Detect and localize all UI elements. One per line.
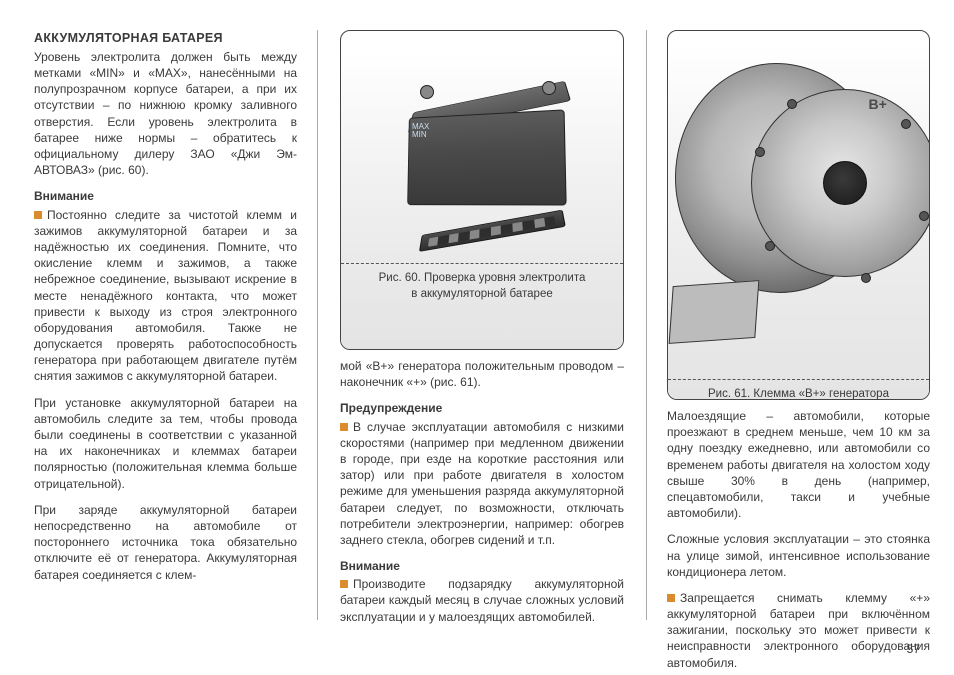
body-text: Постоянно следите за чистотой клемм и за… xyxy=(34,207,297,385)
attention-heading: Внимание xyxy=(34,188,297,204)
figure-separator xyxy=(341,263,623,268)
warning-heading: Предупреждение xyxy=(340,400,624,416)
bplus-label: B+ xyxy=(869,95,887,114)
body-text: При заряде аккумуляторной батареи непоср… xyxy=(34,502,297,583)
page-number: 57 xyxy=(907,641,920,657)
body-span: В случае эксплуатации автомобиля с низки… xyxy=(340,420,624,547)
bullet-icon xyxy=(340,577,353,591)
figure-60-illustration: MAX MIN Рис. 60. Проверка уровня электро… xyxy=(341,53,623,349)
body-text: При установке аккумуляторной батареи на … xyxy=(34,395,297,492)
bullet-icon xyxy=(340,420,353,434)
alternator-drawing: B+ xyxy=(669,43,929,373)
bullet-icon xyxy=(34,208,47,222)
column-3: B+ Рис. 61. Клемма «В+» генератора Малое… xyxy=(646,30,930,620)
fuse-block xyxy=(419,210,566,252)
body-text: В случае эксплуатации автомобиля с низки… xyxy=(340,419,624,549)
battery-level-labels: MAX MIN xyxy=(412,123,429,139)
body-text: Производите подзарядку аккумуляторной ба… xyxy=(340,576,624,625)
bullet-icon xyxy=(667,591,680,605)
attention-heading: Внимание xyxy=(340,558,624,574)
column-1: АККУМУЛЯТОРНАЯ БАТАРЕЯ Уровень электроли… xyxy=(34,30,318,620)
body-span: Запрещается снимать клемму «+» аккумулят… xyxy=(667,591,930,670)
battery-drawing: MAX MIN xyxy=(372,53,592,253)
figure-61-caption: Рис. 61. Клемма «В+» генератора xyxy=(676,387,921,400)
figure-separator xyxy=(668,379,929,384)
body-span: Производите подзарядку аккумуляторной ба… xyxy=(340,577,624,623)
figure-61-box: B+ Рис. 61. Клемма «В+» генератора xyxy=(667,30,930,400)
figure-61-illustration: B+ Рис. 61. Клемма «В+» генератора xyxy=(668,43,929,399)
page-columns: АККУМУЛЯТОРНАЯ БАТАРЕЯ Уровень электроли… xyxy=(34,30,920,620)
body-text: Запрещается снимать клемму «+» аккумулят… xyxy=(667,590,930,671)
body-text: Малоездящие – автомобили, которые проезж… xyxy=(667,408,930,521)
body-text: Уровень электролита должен быть между ме… xyxy=(34,49,297,179)
section-heading: АККУМУЛЯТОРНАЯ БАТАРЕЯ xyxy=(34,30,297,47)
figure-60-caption: Рис. 60. Проверка уровня электролита в а… xyxy=(349,271,615,302)
body-span: Постоянно следите за чистотой клемм и за… xyxy=(34,208,297,384)
body-text: Сложные условия эксплуатации – это стоян… xyxy=(667,531,930,580)
body-text: мой «В+» генератора положительным провод… xyxy=(340,358,624,390)
column-2: MAX MIN Рис. 60. Проверка уровня электро… xyxy=(340,30,624,620)
figure-60-box: MAX MIN Рис. 60. Проверка уровня электро… xyxy=(340,30,624,350)
